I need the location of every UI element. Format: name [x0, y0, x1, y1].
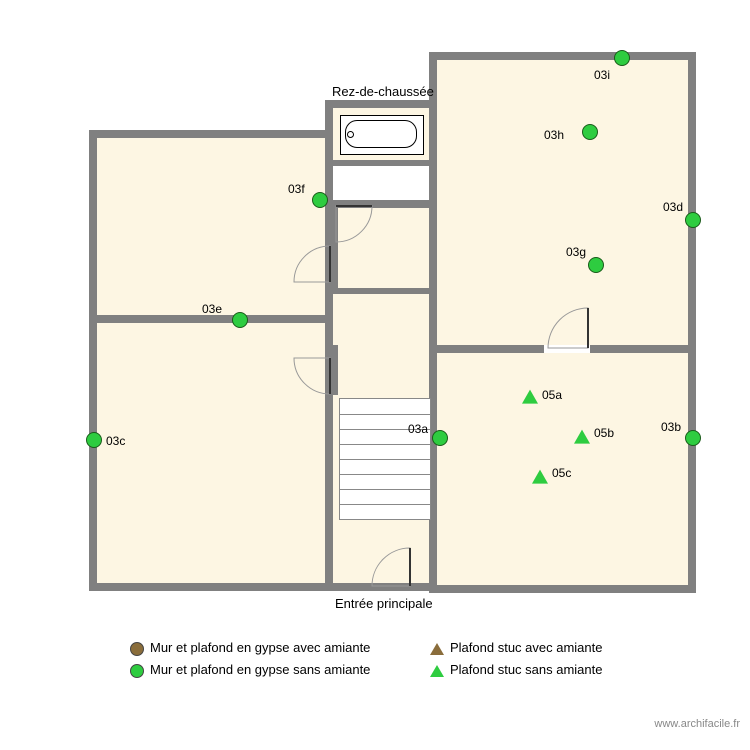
marker-label-03h: 03h	[544, 128, 564, 142]
marker-label-03c: 03c	[106, 434, 125, 448]
legend-item: Plafond stuc avec amiante	[430, 640, 602, 655]
room-fill	[97, 323, 325, 583]
wall-segment	[325, 160, 437, 166]
triangle-icon	[430, 665, 444, 677]
marker-03f	[312, 192, 328, 208]
circle-icon	[130, 642, 144, 656]
legend-label: Plafond stuc avec amiante	[450, 640, 602, 655]
wall-segment	[688, 52, 696, 592]
marker-03b	[685, 430, 701, 446]
triangle-icon	[430, 643, 444, 655]
marker-label-03i: 03i	[594, 68, 610, 82]
legend-label: Mur et plafond en gypse sans amiante	[150, 662, 370, 677]
marker-03i	[614, 50, 630, 66]
entrance-label: Entrée principale	[335, 596, 433, 611]
marker-label-03f: 03f	[288, 182, 305, 196]
watermark: www.archifacile.fr	[654, 718, 740, 730]
marker-05b	[574, 430, 590, 444]
wall-segment	[89, 130, 97, 590]
marker-label-03d: 03d	[663, 200, 683, 214]
marker-03a	[432, 430, 448, 446]
marker-label-05a: 05a	[542, 388, 562, 402]
room-fill	[437, 60, 688, 345]
wall-segment	[590, 345, 696, 353]
wall-segment	[89, 315, 332, 323]
legend-label: Mur et plafond en gypse avec amiante	[150, 640, 370, 655]
wall-segment	[332, 288, 435, 294]
marker-label-03a: 03a	[408, 422, 428, 436]
wall-segment	[429, 345, 544, 353]
legend-label: Plafond stuc sans amiante	[450, 662, 602, 677]
room-fill	[97, 138, 325, 315]
marker-05a	[522, 390, 538, 404]
marker-label-05c: 05c	[552, 466, 571, 480]
marker-label-03b: 03b	[661, 420, 681, 434]
marker-03c	[86, 432, 102, 448]
wall-segment	[429, 585, 696, 593]
marker-03h	[582, 124, 598, 140]
stairs-icon	[339, 398, 431, 520]
wall-segment	[325, 200, 437, 208]
legend-item: Plafond stuc sans amiante	[430, 662, 602, 677]
marker-03g	[588, 257, 604, 273]
wall-segment	[89, 130, 332, 138]
floorplan-canvas: 03i 03h 03d 03g 03f 03e 03c 03a 03b 05a 05b 05c Rez…	[0, 0, 750, 750]
bathtub-icon	[340, 115, 424, 155]
wall-segment	[89, 583, 437, 591]
wall-segment	[325, 100, 437, 108]
marker-05c	[532, 470, 548, 484]
legend-item: Mur et plafond en gypse sans amiante	[130, 662, 370, 678]
wall-segment	[332, 345, 338, 395]
circle-icon	[130, 664, 144, 678]
floor-label: Rez-de-chaussée	[332, 84, 434, 99]
marker-03e	[232, 312, 248, 328]
marker-label-03e: 03e	[202, 302, 222, 316]
marker-label-03g: 03g	[566, 245, 586, 259]
legend-item: Mur et plafond en gypse avec amiante	[130, 640, 370, 656]
wall-segment	[332, 200, 338, 290]
marker-label-05b: 05b	[594, 426, 614, 440]
marker-03d	[685, 212, 701, 228]
room-fill	[338, 206, 429, 288]
wall-segment	[429, 52, 694, 60]
